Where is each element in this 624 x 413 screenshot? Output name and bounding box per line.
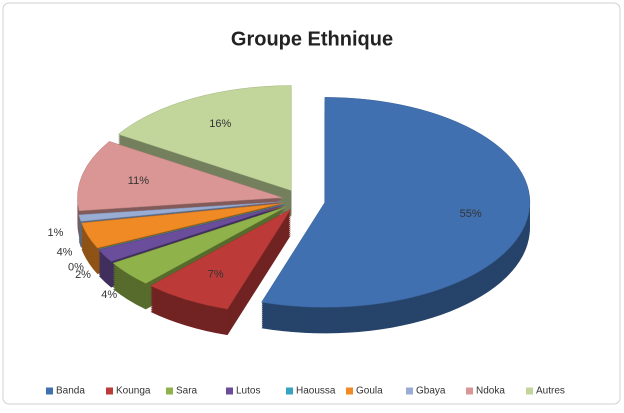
slice-top — [261, 97, 531, 308]
legend-swatch — [166, 387, 173, 395]
slice-top — [98, 204, 284, 250]
slice-top — [149, 208, 292, 310]
data-label: 55% — [460, 208, 482, 220]
data-label: 1% — [47, 227, 63, 239]
legend-swatch — [526, 387, 533, 395]
legend-swatch — [226, 387, 233, 395]
legend-swatch — [466, 387, 473, 395]
data-label: 4% — [101, 289, 117, 301]
legend-label: Autres — [536, 386, 565, 397]
slice — [261, 97, 531, 334]
legend-swatch — [286, 387, 293, 395]
chart-title: Groupe Ethnique — [231, 28, 393, 50]
data-label: 2% — [75, 269, 91, 281]
legend-label: Sara — [176, 386, 198, 397]
slice-top — [117, 85, 292, 191]
legend-swatch — [346, 387, 353, 395]
slice — [117, 85, 292, 217]
data-label: 16% — [209, 118, 231, 130]
data-label: 11% — [128, 175, 149, 187]
legend-label: Haoussa — [296, 386, 336, 397]
legend-label: Banda — [56, 386, 85, 397]
slice-top — [112, 206, 287, 284]
legend-swatch — [46, 387, 53, 395]
slice — [149, 208, 292, 336]
legend-label: Ndoka — [476, 386, 505, 397]
slice-top — [98, 204, 285, 262]
data-label: 7% — [208, 268, 224, 280]
legend-label: Lutos — [236, 386, 260, 397]
legend-swatch — [106, 387, 113, 395]
data-label: 0% — [68, 262, 84, 274]
legend-label: Gbaya — [416, 386, 446, 397]
slice-top — [81, 203, 283, 249]
legend-swatch — [406, 387, 413, 395]
slice-top — [78, 201, 283, 222]
data-label: 4% — [57, 247, 73, 259]
slice-top — [77, 141, 283, 212]
legend-label: Goula — [356, 386, 383, 397]
legend-label: Kounga — [116, 386, 151, 397]
